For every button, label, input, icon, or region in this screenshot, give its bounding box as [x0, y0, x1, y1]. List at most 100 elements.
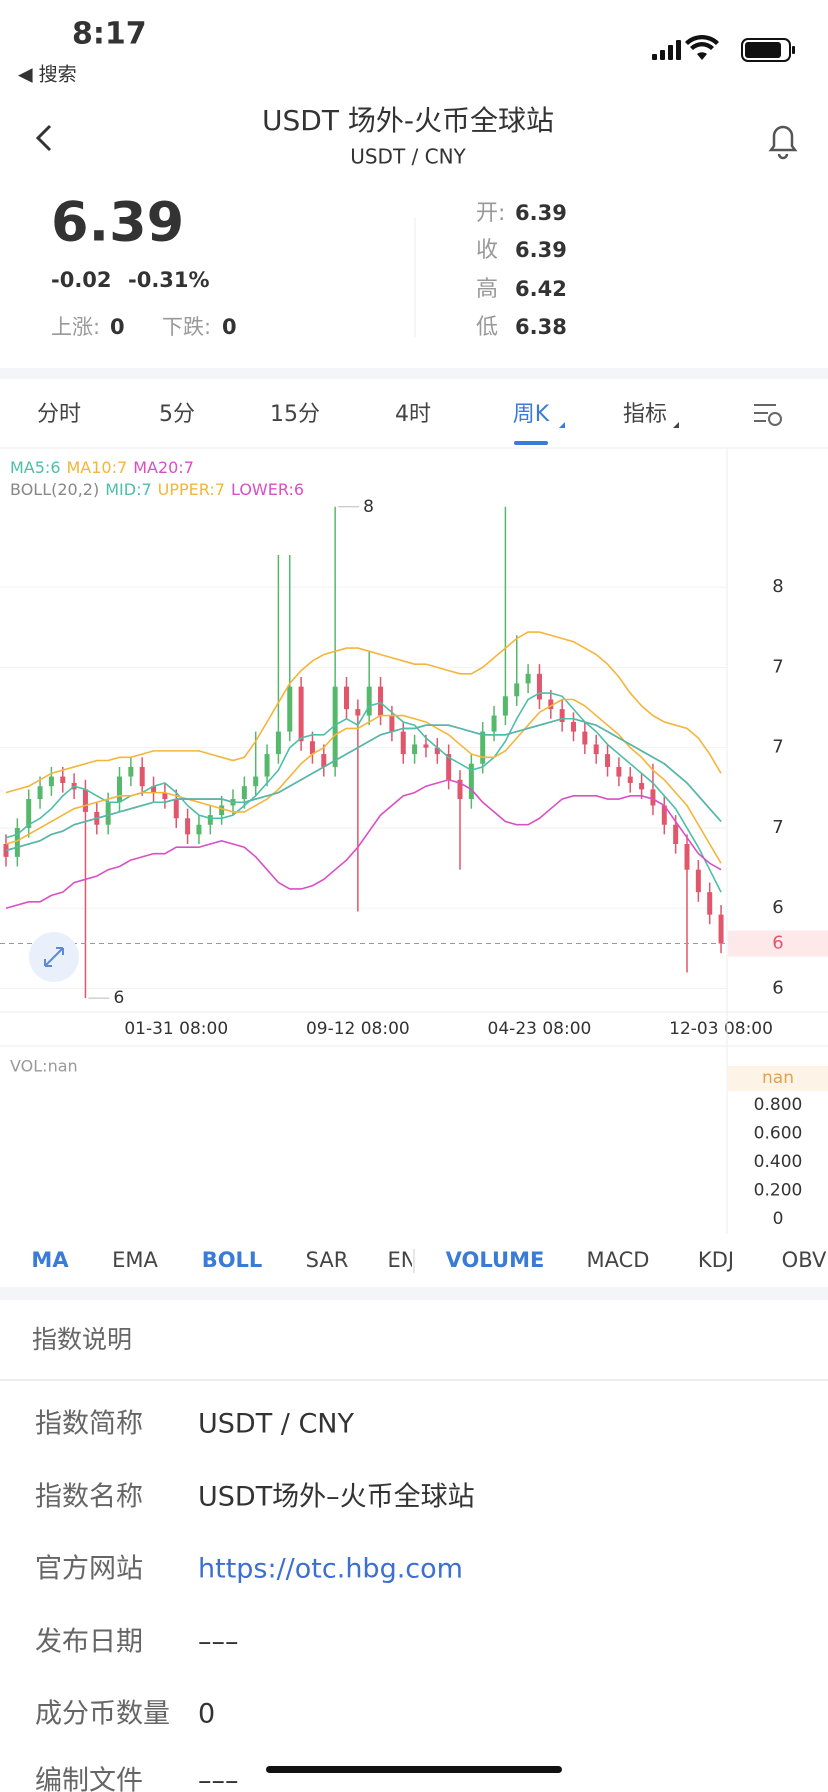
expand-button[interactable]	[29, 932, 79, 982]
candle-body	[605, 754, 611, 767]
info-label: 编制文件	[35, 1766, 143, 1792]
indicator-tab[interactable]: BOLL	[202, 1248, 263, 1272]
status-time: 8:17	[72, 17, 147, 52]
candle-body	[571, 721, 576, 732]
back-app[interactable]: ◀ 搜索	[18, 64, 77, 86]
period-tab[interactable]: 4时	[395, 402, 431, 427]
volume-tick-label: 0.600	[754, 1124, 803, 1144]
period-tab[interactable]: 指标	[623, 402, 667, 427]
candle-body	[400, 731, 406, 755]
candle-body	[37, 786, 43, 800]
indicator-tab[interactable]: MACD	[587, 1248, 650, 1272]
info-label: 指数简称	[35, 1409, 143, 1440]
candle-body	[468, 763, 474, 800]
legend-item: BOLL(20,2)	[10, 480, 99, 499]
candle-body	[695, 869, 701, 893]
period-tab[interactable]: 周K	[513, 402, 550, 427]
candle-body	[173, 799, 179, 819]
indicator-tab[interactable]: MA	[31, 1248, 69, 1272]
candle-body	[287, 686, 293, 732]
indicator-line	[5, 692, 722, 893]
info-value: USDT场外–火币全球站	[198, 1482, 475, 1513]
separator	[0, 368, 828, 379]
candle-body	[196, 824, 202, 835]
candle-body	[321, 754, 327, 767]
candle-body	[480, 731, 486, 764]
volume-label: VOL:nan	[10, 1057, 78, 1076]
info-value[interactable]: https://otc.hbg.com	[198, 1554, 463, 1585]
indicator-tab[interactable]: KDJ	[698, 1248, 734, 1272]
volume-current: nan	[762, 1068, 794, 1088]
candle-body	[366, 686, 372, 716]
legend-item: MID:7	[105, 480, 151, 499]
indicator-line	[5, 698, 722, 864]
y-tick-label: 7	[772, 817, 783, 838]
indicator-tab[interactable]: VOLUME	[446, 1248, 545, 1272]
back-button[interactable]	[35, 124, 52, 152]
info-label: 成分币数量	[35, 1699, 170, 1730]
volume-current-bg	[728, 1066, 828, 1091]
candle-body	[309, 741, 315, 755]
y-tick-label: 7	[772, 656, 783, 677]
separator	[0, 1287, 828, 1300]
volume-tick-label: 0.200	[754, 1181, 803, 1201]
up-label: 上涨:	[51, 315, 100, 339]
candle-body	[616, 766, 622, 777]
indicator-tab[interactable]: SAR	[306, 1248, 349, 1272]
period-tab[interactable]: 5分	[159, 402, 195, 427]
candle-body	[502, 696, 508, 716]
price-change: -0.02	[51, 268, 112, 292]
candle-body	[593, 744, 599, 755]
stat-value: 6.38	[515, 315, 567, 339]
candle-body	[162, 792, 168, 800]
volume-tick-label: 0.400	[754, 1152, 803, 1172]
candle-body	[548, 699, 554, 710]
candle-body	[355, 709, 361, 716]
candle-body	[457, 779, 463, 800]
candle-body	[332, 686, 338, 767]
info-value: 0	[198, 1699, 215, 1730]
x-tick-label: 01-31 08:00	[124, 1019, 228, 1039]
stat-label: 开:	[476, 201, 505, 226]
candle-body	[185, 818, 191, 835]
down-count: 0	[222, 315, 237, 339]
period-tab[interactable]: 15分	[270, 402, 320, 427]
home-indicator	[266, 1766, 562, 1773]
candle-body	[491, 715, 497, 732]
chart-settings-button[interactable]	[754, 404, 782, 426]
candle-body	[14, 827, 20, 857]
x-tick-label: 12-03 08:00	[669, 1019, 773, 1039]
candle-body	[378, 686, 384, 716]
candle-body	[525, 673, 531, 684]
indicator-tab[interactable]: OBV	[782, 1248, 827, 1272]
candle-body	[684, 844, 690, 870]
indicator-line	[5, 631, 722, 794]
stat-value: 6.42	[515, 277, 567, 301]
indicator-tab[interactable]: EMA	[112, 1248, 158, 1272]
last-price-bg	[728, 930, 828, 957]
indicator-tab[interactable]: EN	[388, 1248, 417, 1272]
bell-button[interactable]	[768, 125, 798, 160]
candle-body	[582, 731, 588, 745]
stat-label: 收	[476, 238, 498, 263]
candle-body	[139, 766, 145, 787]
period-tab[interactable]: 分时	[37, 402, 81, 427]
candle-body	[650, 789, 656, 806]
dropdown-marker	[559, 422, 565, 428]
candle-body	[389, 715, 395, 732]
active-tab-indicator	[514, 441, 548, 445]
candle-body	[117, 776, 122, 803]
status-icons	[652, 34, 795, 62]
last-price-label: 6	[772, 933, 783, 954]
candle-body	[661, 805, 667, 825]
y-tick-label: 6	[772, 978, 783, 999]
page-title: USDT 场外-火币全球站	[262, 104, 554, 137]
candle-body	[718, 914, 724, 944]
last-price: 6.39	[51, 191, 184, 254]
candle-body	[639, 782, 645, 790]
y-tick-label: 7	[772, 737, 783, 758]
stat-label: 高	[476, 277, 498, 302]
candle-body	[627, 776, 633, 783]
